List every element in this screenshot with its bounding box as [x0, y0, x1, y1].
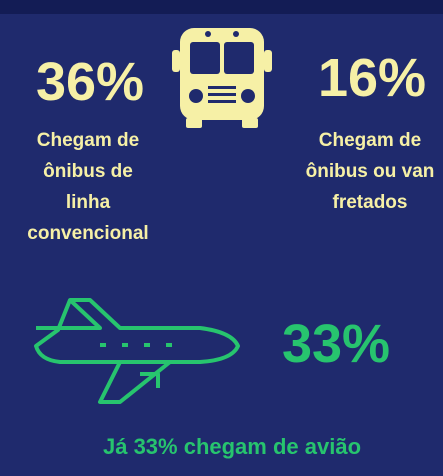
- stat-label: Chegam de: [37, 130, 139, 151]
- stat-label: convencional: [27, 223, 148, 244]
- footer: Já 33% chegam de avião: [103, 434, 361, 459]
- stat-value: 16%: [318, 48, 426, 108]
- stat-value: 33%: [282, 314, 390, 374]
- stat-label: Chegam de: [319, 130, 421, 151]
- stat-label: ônibus ou van: [306, 161, 435, 182]
- stat-label: fretados: [333, 192, 408, 213]
- bus-icon: [172, 28, 272, 128]
- plane-icon: [34, 298, 240, 404]
- stat-label: ônibus de: [43, 161, 133, 182]
- stat-value: 36%: [36, 52, 144, 112]
- top-strip: [0, 0, 443, 14]
- stat-label: linha: [66, 192, 111, 213]
